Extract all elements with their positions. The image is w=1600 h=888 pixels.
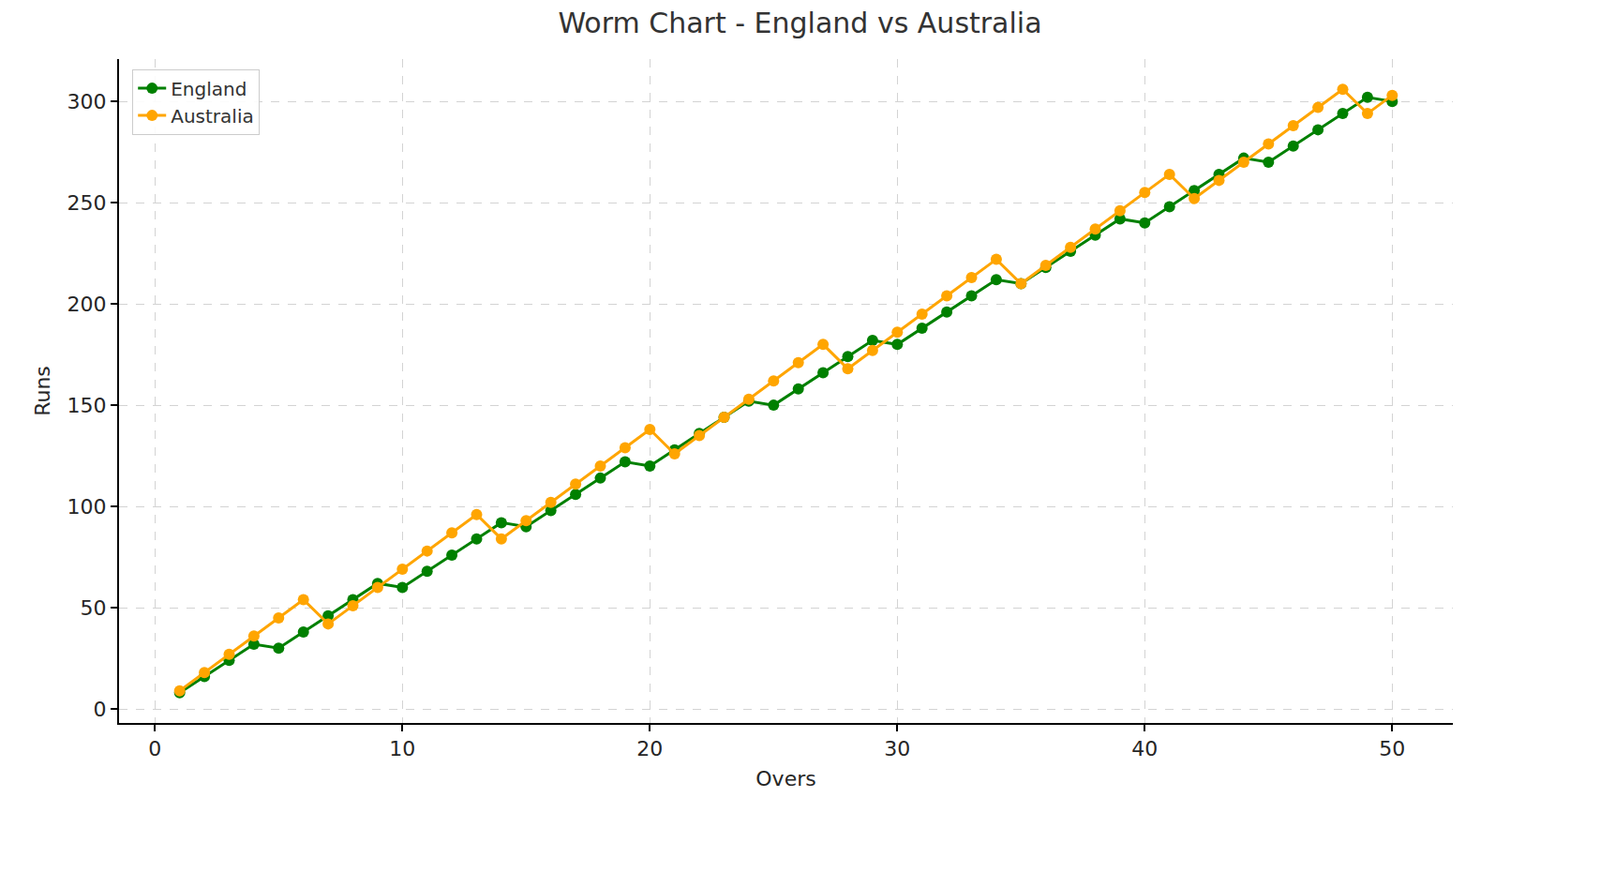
svg-text:50: 50 — [80, 596, 107, 620]
svg-text:0: 0 — [93, 697, 107, 721]
svg-text:30: 30 — [883, 736, 911, 761]
svg-text:20: 20 — [636, 736, 663, 761]
svg-text:Runs: Runs — [30, 365, 55, 417]
svg-text:40: 40 — [1131, 736, 1158, 761]
svg-text:Australia: Australia — [170, 104, 254, 128]
svg-text:200: 200 — [67, 292, 107, 316]
svg-text:150: 150 — [67, 393, 107, 418]
svg-text:100: 100 — [67, 494, 107, 519]
svg-text:50: 50 — [1378, 736, 1406, 761]
svg-text:250: 250 — [67, 191, 107, 215]
svg-text:England: England — [170, 77, 247, 101]
svg-text:10: 10 — [388, 736, 416, 761]
svg-text:0: 0 — [148, 736, 162, 761]
svg-text:Overs: Overs — [755, 766, 816, 791]
svg-text:Worm Chart - England vs Austra: Worm Chart - England vs Australia — [557, 6, 1042, 40]
svg-text:300: 300 — [67, 89, 107, 114]
